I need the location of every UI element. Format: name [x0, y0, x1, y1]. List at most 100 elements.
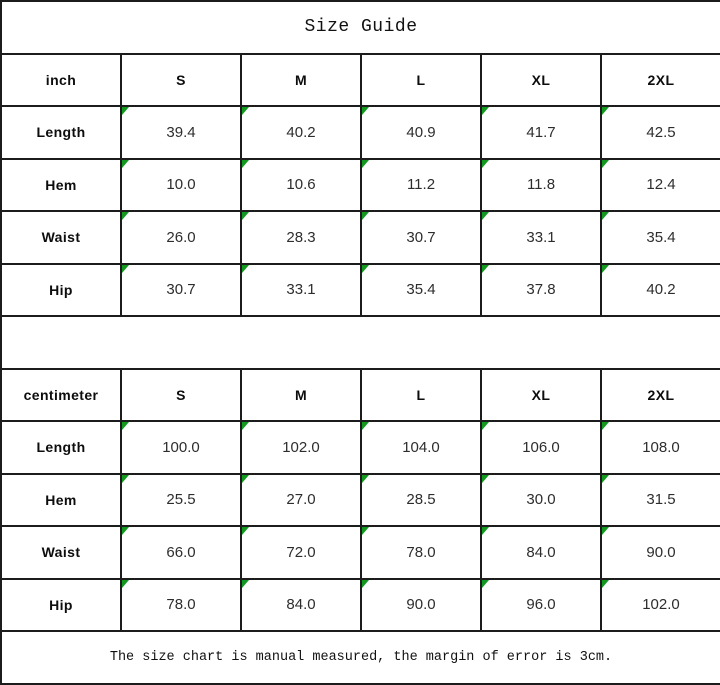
size-cell: 37.8 [480, 262, 602, 317]
cell-flag-icon [123, 527, 129, 535]
cell-value: 100.0 [162, 438, 200, 456]
size-cell: 100.0 [120, 420, 242, 475]
table-row: Waist 26.0 28.3 30.7 33.1 35.4 [0, 210, 720, 265]
cell-flag-icon [483, 107, 489, 115]
cell-flag-icon [603, 527, 609, 535]
cell-flag-icon [483, 580, 489, 588]
size-cell: 28.5 [360, 472, 482, 527]
unit-header-centimeter: centimeter [0, 367, 122, 422]
size-cell: 106.0 [480, 420, 602, 475]
size-cell: 84.0 [240, 577, 362, 632]
size-cell: 96.0 [480, 577, 602, 632]
size-header-l: L [360, 52, 482, 107]
table-row: Hip 30.7 33.1 35.4 37.8 40.2 [0, 262, 720, 317]
size-cell: 108.0 [600, 420, 720, 475]
size-header-2xl: 2XL [600, 52, 720, 107]
cell-flag-icon [603, 107, 609, 115]
cell-flag-icon [123, 475, 129, 483]
size-cell: 35.4 [360, 262, 482, 317]
cell-value: 102.0 [642, 596, 680, 614]
cell-flag-icon [483, 422, 489, 430]
size-cell: 28.3 [240, 210, 362, 265]
cell-flag-icon [603, 475, 609, 483]
title-row: Size Guide [0, 0, 720, 55]
cell-value: 42.5 [646, 123, 676, 141]
size-cell: 90.0 [600, 525, 720, 580]
cell-flag-icon [603, 422, 609, 430]
cell-value: 26.0 [166, 228, 196, 246]
row-label: Waist [0, 525, 122, 580]
size-cell: 30.7 [360, 210, 482, 265]
row-label: Waist [0, 210, 122, 265]
size-cell: 10.0 [120, 157, 242, 212]
size-cell: 102.0 [240, 420, 362, 475]
size-cell: 40.2 [240, 105, 362, 160]
cell-flag-icon [123, 422, 129, 430]
size-cell: 10.6 [240, 157, 362, 212]
cell-flag-icon [363, 475, 369, 483]
cell-flag-icon [243, 160, 249, 168]
cell-value: 25.5 [166, 491, 196, 509]
cell-flag-icon [363, 527, 369, 535]
cell-flag-icon [363, 580, 369, 588]
size-header-m: M [240, 52, 362, 107]
cell-flag-icon [603, 580, 609, 588]
cell-value: 84.0 [286, 596, 316, 614]
row-label: Hem [0, 472, 122, 527]
cell-value: 41.7 [526, 123, 556, 141]
row-label: Hem [0, 157, 122, 212]
size-cell: 25.5 [120, 472, 242, 527]
size-cell: 102.0 [600, 577, 720, 632]
cell-value: 30.7 [166, 281, 196, 299]
table-row: Waist 66.0 72.0 78.0 84.0 90.0 [0, 525, 720, 580]
cell-value: 30.7 [406, 228, 436, 246]
centimeter-header-row: centimeter S M L XL 2XL [0, 367, 720, 422]
cell-value: 33.1 [286, 281, 316, 299]
cell-flag-icon [483, 160, 489, 168]
cell-flag-icon [363, 212, 369, 220]
size-cell: 31.5 [600, 472, 720, 527]
cell-flag-icon [483, 475, 489, 483]
spacer-row [0, 315, 720, 370]
size-cell: 72.0 [240, 525, 362, 580]
cell-flag-icon [603, 160, 609, 168]
cell-flag-icon [483, 212, 489, 220]
cell-flag-icon [243, 212, 249, 220]
cell-value: 37.8 [526, 281, 556, 299]
cell-value: 102.0 [282, 438, 320, 456]
cell-value: 35.4 [406, 281, 436, 299]
cell-flag-icon [603, 265, 609, 273]
size-header-xl: XL [480, 367, 602, 422]
table-row: Hem 10.0 10.6 11.2 11.8 12.4 [0, 157, 720, 212]
cell-flag-icon [243, 265, 249, 273]
cell-value: 66.0 [166, 543, 196, 561]
size-cell: 12.4 [600, 157, 720, 212]
inch-header-row: inch S M L XL 2XL [0, 52, 720, 107]
row-label: Length [0, 420, 122, 475]
size-cell: 40.9 [360, 105, 482, 160]
cell-value: 40.2 [646, 281, 676, 299]
cell-value: 106.0 [522, 438, 560, 456]
size-cell: 30.0 [480, 472, 602, 527]
cell-flag-icon [363, 107, 369, 115]
unit-header-inch: inch [0, 52, 122, 107]
size-cell: 66.0 [120, 525, 242, 580]
cell-value: 90.0 [406, 596, 436, 614]
cell-value: 11.2 [406, 176, 436, 194]
cell-value: 11.8 [526, 176, 556, 194]
cell-value: 72.0 [286, 543, 316, 561]
size-cell: 30.7 [120, 262, 242, 317]
row-label: Length [0, 105, 122, 160]
cell-value: 40.2 [286, 123, 316, 141]
size-cell: 78.0 [120, 577, 242, 632]
table-row: Hip 78.0 84.0 90.0 96.0 102.0 [0, 577, 720, 632]
footer-row: The size chart is manual measured, the m… [0, 630, 720, 685]
cell-flag-icon [363, 422, 369, 430]
cell-value: 30.0 [526, 491, 556, 509]
cell-value: 28.3 [286, 228, 316, 246]
size-cell: 42.5 [600, 105, 720, 160]
size-header-xl: XL [480, 52, 602, 107]
size-cell: 40.2 [600, 262, 720, 317]
cell-value: 84.0 [526, 543, 556, 561]
